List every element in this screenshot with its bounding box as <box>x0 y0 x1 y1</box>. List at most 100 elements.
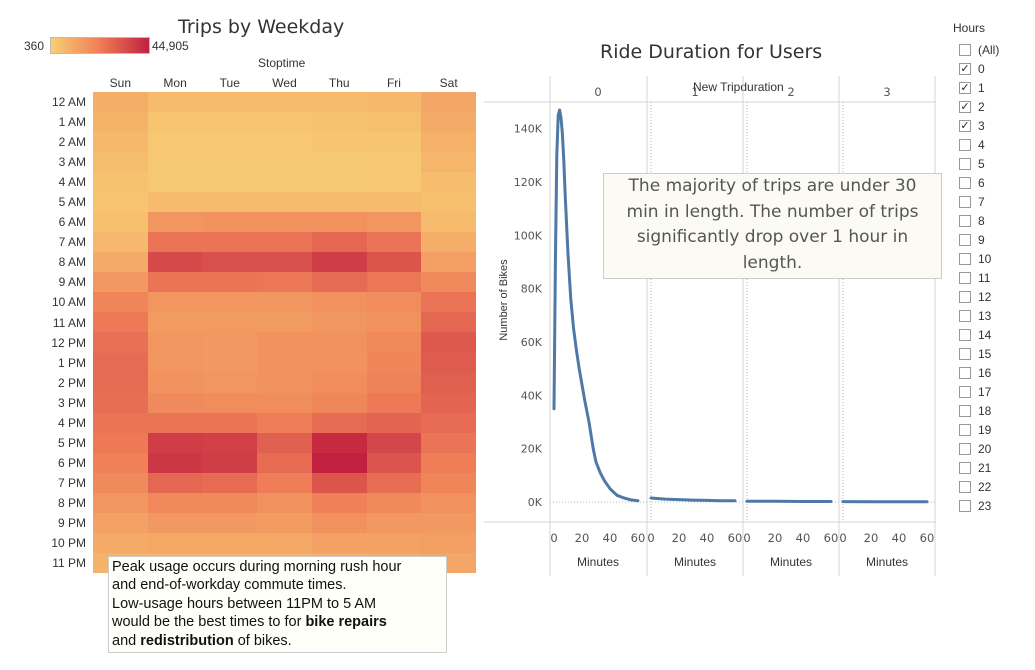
heatmap-cell[interactable] <box>311 92 367 113</box>
heatmap-cell[interactable] <box>93 472 148 493</box>
hour-filter-item[interactable]: 6 <box>959 173 1029 192</box>
heatmap-cell[interactable] <box>147 412 203 433</box>
checkbox-unchecked-icon[interactable] <box>959 442 971 455</box>
heatmap-cell[interactable] <box>421 472 476 493</box>
heatmap-cell[interactable] <box>366 412 422 433</box>
heatmap-cell[interactable] <box>147 192 203 213</box>
heatmap-cell[interactable] <box>311 352 367 373</box>
heatmap-cell[interactable] <box>366 452 422 473</box>
heatmap-cell[interactable] <box>202 132 258 153</box>
heatmap-cell[interactable] <box>311 192 367 213</box>
checkbox-unchecked-icon[interactable] <box>959 195 971 208</box>
heatmap-cell[interactable] <box>257 232 312 253</box>
heatmap-cell[interactable] <box>202 192 258 213</box>
heatmap-cell[interactable] <box>202 332 258 353</box>
heatmap-cell[interactable] <box>93 252 148 273</box>
heatmap-cell[interactable] <box>257 292 312 313</box>
heatmap-cell[interactable] <box>147 472 203 493</box>
heatmap-cell[interactable] <box>93 132 148 153</box>
heatmap-cell[interactable] <box>147 392 203 413</box>
checkbox-unchecked-icon[interactable] <box>959 366 971 379</box>
heatmap-cell[interactable] <box>147 132 203 153</box>
heatmap-cell[interactable] <box>202 92 258 113</box>
heatmap-cell[interactable] <box>257 512 312 533</box>
heatmap-cell[interactable] <box>93 352 148 373</box>
heatmap-cell[interactable] <box>311 132 367 153</box>
heatmap-cell[interactable] <box>311 332 367 353</box>
checkbox-unchecked-icon[interactable] <box>959 271 971 284</box>
heatmap-cell[interactable] <box>421 132 476 153</box>
heatmap-cell[interactable] <box>147 232 203 253</box>
heatmap-cell[interactable] <box>311 512 367 533</box>
heatmap-cell[interactable] <box>366 372 422 393</box>
duration-chart[interactable]: 0 1 2 3 0K 20K 40K 60K 80K 100K 120K 140K 0 20 40 60 Min… <box>480 70 940 580</box>
hour-filter-item[interactable]: 5 <box>959 154 1029 173</box>
heatmap-cell[interactable] <box>93 372 148 393</box>
heatmap-cell[interactable] <box>421 192 476 213</box>
heatmap-cell[interactable] <box>366 112 422 133</box>
heatmap-grid[interactable] <box>93 92 476 573</box>
heatmap-cell[interactable] <box>93 492 148 513</box>
heatmap-cell[interactable] <box>311 412 367 433</box>
heatmap-cell[interactable] <box>257 532 312 553</box>
heatmap-cell[interactable] <box>257 412 312 433</box>
heatmap-cell[interactable] <box>93 392 148 413</box>
heatmap-cell[interactable] <box>366 472 422 493</box>
heatmap-cell[interactable] <box>93 412 148 433</box>
heatmap-cell[interactable] <box>93 212 148 233</box>
heatmap-cell[interactable] <box>202 292 258 313</box>
heatmap-cell[interactable] <box>366 172 422 193</box>
heatmap-cell[interactable] <box>366 532 422 553</box>
heatmap-cell[interactable] <box>421 452 476 473</box>
checkbox-unchecked-icon[interactable] <box>959 423 971 436</box>
heatmap-cell[interactable] <box>147 452 203 473</box>
checkbox-unchecked-icon[interactable] <box>959 385 971 398</box>
checkbox-unchecked-icon[interactable] <box>959 404 971 417</box>
heatmap-cell[interactable] <box>311 172 367 193</box>
heatmap-cell[interactable] <box>311 472 367 493</box>
heatmap-cell[interactable] <box>311 452 367 473</box>
checkbox-unchecked-icon[interactable] <box>959 309 971 322</box>
heatmap-cell[interactable] <box>93 92 148 113</box>
heatmap-cell[interactable] <box>93 332 148 353</box>
checkbox-unchecked-icon[interactable] <box>959 328 971 341</box>
heatmap-cell[interactable] <box>366 232 422 253</box>
heatmap-cell[interactable] <box>93 292 148 313</box>
heatmap-cell[interactable] <box>93 172 148 193</box>
heatmap-cell[interactable] <box>421 432 476 453</box>
heatmap-cell[interactable] <box>93 232 148 253</box>
heatmap-cell[interactable] <box>257 472 312 493</box>
heatmap-cell[interactable] <box>202 312 258 333</box>
heatmap-cell[interactable] <box>421 212 476 233</box>
checkbox-checked-icon[interactable]: ✓ <box>959 119 971 132</box>
hour-filter-item[interactable]: 18 <box>959 401 1029 420</box>
checkbox-unchecked-icon[interactable] <box>959 214 971 227</box>
heatmap-cell[interactable] <box>421 292 476 313</box>
heatmap-cell[interactable] <box>202 352 258 373</box>
heatmap-cell[interactable] <box>421 332 476 353</box>
heatmap-cell[interactable] <box>366 432 422 453</box>
heatmap-cell[interactable] <box>257 372 312 393</box>
heatmap-cell[interactable] <box>147 352 203 373</box>
heatmap-cell[interactable] <box>257 452 312 473</box>
heatmap-cell[interactable] <box>93 272 148 293</box>
heatmap-cell[interactable] <box>311 372 367 393</box>
heatmap-cell[interactable] <box>257 152 312 173</box>
checkbox-unchecked-icon[interactable] <box>959 43 971 56</box>
checkbox-unchecked-icon[interactable] <box>959 157 971 170</box>
heatmap-cell[interactable] <box>366 132 422 153</box>
heatmap-cell[interactable] <box>366 292 422 313</box>
heatmap-cell[interactable] <box>202 452 258 473</box>
heatmap-cell[interactable] <box>147 432 203 453</box>
heatmap-cell[interactable] <box>366 252 422 273</box>
hour-filter-item[interactable]: 21 <box>959 458 1029 477</box>
hour-filter-item[interactable]: ✓ 2 <box>959 97 1029 116</box>
checkbox-unchecked-icon[interactable] <box>959 290 971 303</box>
heatmap-cell[interactable] <box>202 152 258 173</box>
heatmap-cell[interactable] <box>202 232 258 253</box>
heatmap-cell[interactable] <box>311 292 367 313</box>
heatmap-cell[interactable] <box>311 152 367 173</box>
checkbox-checked-icon[interactable]: ✓ <box>959 62 971 75</box>
heatmap-cell[interactable] <box>366 152 422 173</box>
checkbox-unchecked-icon[interactable] <box>959 499 971 512</box>
